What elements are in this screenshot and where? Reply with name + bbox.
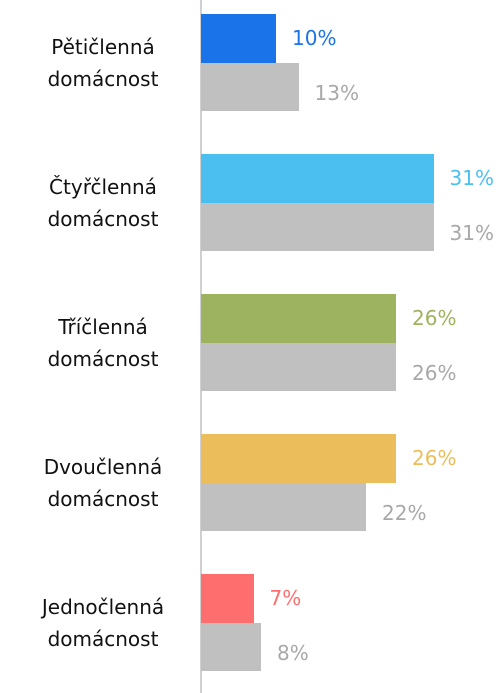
bar bbox=[201, 482, 366, 531]
value-label: 26% bbox=[412, 446, 457, 471]
category-label: Pětičlenná domácnost bbox=[47, 34, 159, 91]
category-label: Jednočlenná domácnost bbox=[41, 594, 165, 651]
category-label: Čtyřčlenná domácnost bbox=[47, 174, 159, 231]
category-label: Tříčlenná domácnost bbox=[47, 314, 159, 371]
value-label: 13% bbox=[314, 80, 359, 105]
bar bbox=[201, 434, 396, 483]
bar bbox=[201, 202, 434, 251]
value-label: 22% bbox=[382, 500, 427, 525]
value-label: 10% bbox=[292, 26, 337, 51]
bar bbox=[201, 154, 434, 203]
value-label: 8% bbox=[277, 640, 309, 665]
bar bbox=[201, 574, 254, 623]
value-label: 26% bbox=[412, 306, 457, 331]
bar bbox=[201, 622, 261, 671]
value-label: 31% bbox=[449, 166, 494, 191]
bar bbox=[201, 62, 299, 111]
value-label: 31% bbox=[449, 220, 494, 245]
value-label: 26% bbox=[412, 360, 457, 385]
bar bbox=[201, 14, 276, 63]
bar bbox=[201, 342, 396, 391]
bar bbox=[201, 294, 396, 343]
value-label: 7% bbox=[269, 586, 302, 611]
category-label: Dvoučlenná domácnost bbox=[43, 454, 163, 511]
